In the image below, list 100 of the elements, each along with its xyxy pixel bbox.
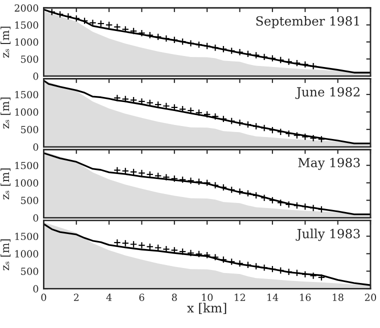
text: May 1983 (298, 158, 360, 170)
point (276, 199, 284, 206)
point (195, 108, 203, 116)
x-tick-label: 0 (41, 294, 46, 302)
point (318, 206, 326, 214)
point (220, 45, 228, 53)
point (195, 41, 203, 48)
y-tick-label: 500 (21, 196, 38, 204)
point (203, 110, 211, 118)
point (228, 186, 236, 194)
y-axis-title: zₛ [m] (0, 168, 10, 200)
point (187, 40, 194, 47)
point (154, 33, 162, 40)
y-tick-label: 1500 (15, 21, 38, 29)
y-tick-label: 1000 (15, 179, 38, 187)
point (228, 47, 236, 54)
point (244, 261, 252, 269)
point (252, 122, 260, 130)
point (236, 260, 244, 268)
y-axis-title: zₛ [m] (0, 26, 10, 58)
point (122, 26, 130, 33)
point (195, 250, 203, 258)
x-tick-label: 20 (364, 294, 376, 302)
point (114, 23, 121, 31)
y-tick-label: 500 (21, 126, 38, 134)
point (114, 238, 121, 246)
text: Jully 1983 (296, 228, 360, 241)
point (276, 266, 284, 274)
point (318, 274, 326, 282)
point (310, 272, 317, 280)
point (228, 117, 236, 125)
point (220, 256, 228, 264)
point (285, 130, 292, 138)
point (170, 174, 178, 182)
point (203, 179, 211, 186)
x-tick-label: 8 (172, 294, 177, 302)
point (260, 53, 268, 61)
x-tick-label: 6 (139, 294, 144, 302)
y-tick-label: 1500 (15, 232, 38, 240)
y-tick-label: 0 (33, 214, 38, 222)
point (268, 54, 276, 62)
point (114, 94, 121, 102)
y-axis-title: zₛ [m] (0, 98, 10, 129)
point (97, 20, 105, 28)
point (80, 17, 88, 24)
point (146, 31, 154, 39)
point (162, 34, 170, 42)
point (203, 42, 211, 50)
y-tick-label: 1000 (15, 38, 38, 46)
y-tick-label: 1500 (15, 162, 38, 170)
x-tick-label: 14 (267, 294, 278, 301)
point (138, 29, 146, 37)
x-tick-label: 12 (234, 294, 246, 301)
y-tick-label: 1000 (15, 108, 38, 116)
point (130, 168, 138, 176)
text: June 1982 (295, 87, 360, 100)
point (301, 202, 309, 210)
point (268, 265, 276, 273)
point (122, 95, 130, 103)
point (212, 112, 219, 120)
point (310, 204, 317, 212)
text: September 1981 (256, 16, 359, 28)
x-tick-label: 18 (332, 294, 344, 302)
point (154, 244, 162, 252)
point (162, 174, 170, 181)
point (285, 58, 292, 66)
x-axis-title: x [km] (187, 302, 226, 314)
point (212, 44, 219, 52)
point (138, 169, 146, 177)
y-tick-label: 500 (21, 55, 38, 63)
y-tick-label: 500 (21, 268, 38, 275)
point (252, 52, 260, 59)
y-tick-label: 0 (33, 72, 38, 80)
point (252, 192, 260, 200)
point (212, 182, 219, 189)
point (138, 242, 146, 249)
point (56, 10, 64, 18)
point (220, 115, 228, 123)
point (130, 240, 138, 248)
point (195, 178, 203, 186)
point (178, 248, 186, 256)
point (146, 243, 154, 250)
x-tick-label: 10 (202, 294, 213, 302)
point (72, 14, 80, 22)
point (236, 119, 244, 126)
point (178, 38, 186, 46)
x-tick-label: 4 (106, 294, 112, 301)
y-tick-label: 0 (33, 285, 38, 292)
point (178, 176, 186, 184)
point (301, 133, 309, 140)
point (105, 21, 113, 29)
point (244, 120, 252, 128)
point (260, 194, 268, 202)
point (285, 268, 292, 276)
point (260, 124, 268, 132)
y-tick-label: 1500 (15, 90, 38, 98)
point (122, 240, 130, 247)
x-tick-label: 16 (300, 294, 311, 302)
point (318, 136, 326, 143)
point (187, 177, 194, 184)
